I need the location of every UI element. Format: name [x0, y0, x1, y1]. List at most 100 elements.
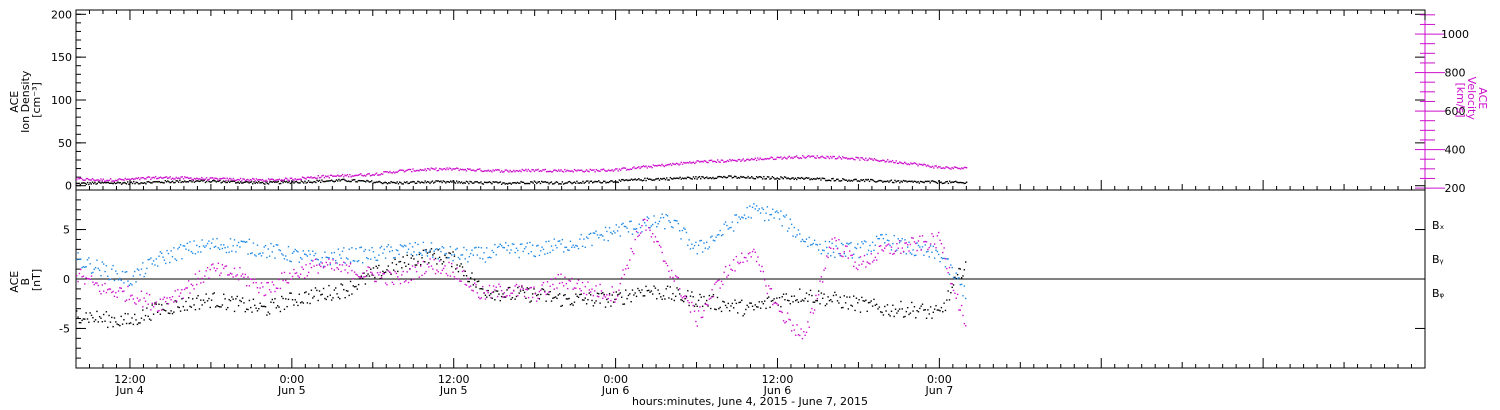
density-point — [565, 182, 567, 184]
bx-point — [268, 313, 271, 315]
density-point — [590, 180, 593, 182]
by-point — [553, 238, 555, 240]
bx-point — [776, 297, 778, 299]
by-point — [921, 246, 924, 248]
by-point — [793, 226, 796, 229]
bx-point — [325, 298, 327, 301]
bz-point — [329, 262, 332, 264]
bz-point — [275, 287, 278, 289]
bz-point — [208, 277, 210, 279]
by-point — [175, 259, 178, 262]
bx-point — [855, 297, 858, 299]
by-point — [181, 258, 183, 260]
bz-point — [603, 295, 605, 297]
velocity-point — [187, 177, 190, 179]
velocity-point — [803, 156, 805, 158]
by-point — [805, 238, 808, 240]
by-point — [701, 251, 704, 253]
density-point — [945, 181, 947, 183]
bx-point — [912, 310, 914, 312]
velocity-point — [879, 160, 882, 162]
bx-point — [722, 300, 724, 303]
bx-point — [830, 299, 832, 301]
velocity-point — [930, 166, 933, 168]
by-point — [316, 258, 318, 260]
by-point — [221, 247, 224, 250]
density-point — [778, 178, 781, 180]
bz-point — [380, 277, 383, 279]
by-point — [585, 236, 588, 238]
density-point — [618, 179, 621, 181]
density-point — [526, 182, 528, 185]
bx-point — [589, 294, 592, 296]
velocity-point — [846, 158, 849, 160]
velocity-point — [947, 167, 950, 169]
density-point — [347, 180, 350, 182]
legend-Bz: Bᵩ — [1432, 287, 1445, 300]
bx-point — [727, 302, 729, 305]
by-point — [77, 252, 79, 254]
by-point — [913, 254, 916, 257]
bx-point — [353, 286, 356, 288]
bx-point — [545, 300, 547, 302]
bx-point — [453, 255, 456, 257]
by-point — [322, 265, 325, 268]
bz-point — [900, 252, 902, 255]
bx-point — [418, 253, 421, 256]
velocity-point — [106, 179, 108, 182]
density-point — [237, 181, 239, 183]
by-point — [789, 218, 792, 221]
by-point — [102, 263, 105, 265]
bz-point — [214, 270, 217, 272]
velocity-point — [751, 157, 753, 160]
bx-point — [658, 292, 661, 295]
by-point — [179, 243, 182, 246]
bz-point — [707, 304, 709, 306]
bz-point — [676, 276, 678, 278]
bz-point — [908, 250, 910, 252]
bx-point — [568, 297, 570, 300]
bx-point — [656, 297, 658, 300]
bz-point — [927, 248, 929, 251]
by-point — [282, 254, 284, 256]
by-point — [196, 244, 198, 247]
velocity-point — [704, 160, 707, 162]
density-point — [226, 181, 228, 184]
by-point — [711, 235, 713, 237]
density-point — [99, 181, 101, 184]
velocity-point — [344, 174, 346, 176]
bx-point — [591, 299, 593, 302]
velocity-point — [608, 169, 611, 172]
density-point — [725, 177, 727, 179]
density-point — [524, 182, 526, 185]
bz-point — [630, 247, 632, 250]
velocity-point — [658, 164, 661, 167]
bx-point — [759, 307, 762, 309]
bx-point — [525, 297, 527, 300]
by-point — [880, 234, 882, 236]
by-point — [851, 257, 854, 259]
bx-point — [367, 273, 369, 275]
by-point — [641, 231, 643, 233]
bx-point — [213, 292, 215, 294]
by-point — [494, 243, 496, 246]
bx-point — [801, 299, 804, 301]
density-point — [337, 180, 339, 182]
velocity-point — [203, 178, 205, 181]
by-point — [656, 226, 658, 228]
by-point — [561, 238, 564, 241]
by-point — [107, 275, 109, 278]
bz-point — [163, 296, 166, 299]
bx-point — [519, 290, 522, 292]
bx-point — [805, 292, 808, 294]
velocity-point — [826, 155, 828, 158]
density-point — [136, 181, 139, 184]
bx-point — [820, 292, 823, 294]
by-point — [178, 246, 180, 248]
density-point — [856, 180, 859, 182]
bx-point — [386, 269, 388, 271]
by-point — [654, 221, 657, 224]
density-point — [927, 180, 929, 183]
velocity-point — [559, 170, 561, 172]
velocity-point — [768, 158, 770, 160]
